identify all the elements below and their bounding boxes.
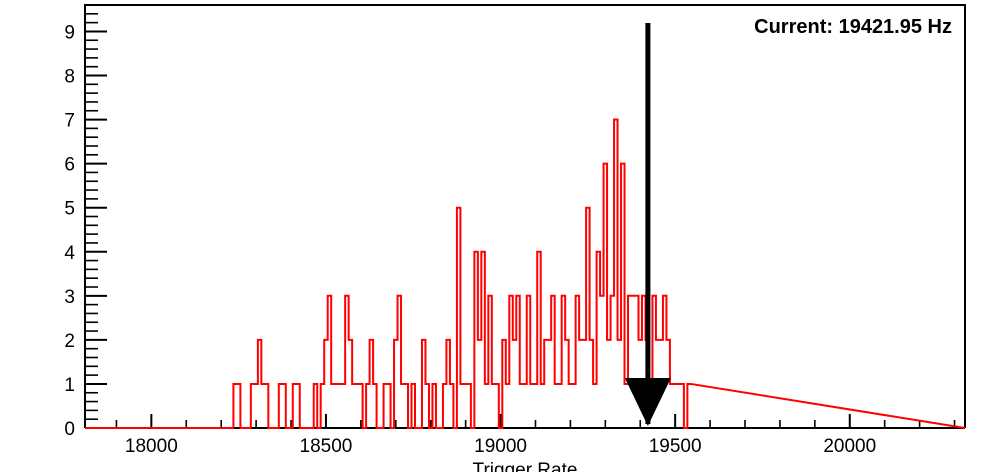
x-axis-title: Trigger Rate [473, 460, 578, 472]
x-tick-label: 20000 [823, 436, 876, 457]
y-tick-label: 0 [64, 419, 75, 440]
axis-labels-group: 0 1 2 3 4 5 6 7 8 9 18000 18500 19000 19500 20000 Trigg… [64, 22, 876, 472]
y-tick-label: 5 [64, 199, 75, 220]
current-rate-marker [624, 23, 671, 426]
x-tick-label: 19000 [474, 436, 527, 457]
marker-arrowhead [624, 378, 671, 426]
y-tick-label: 4 [64, 243, 75, 264]
y-tick-label: 2 [64, 331, 75, 352]
y-tick-label: 9 [64, 22, 75, 43]
x-tick-label: 19500 [649, 436, 702, 457]
histogram-outline [85, 118, 966, 429]
x-tick-label: 18000 [125, 436, 178, 457]
current-rate-label: Current: 19421.95 Hz [754, 16, 952, 38]
plot-frame [84, 4, 966, 428]
y-tick-label: 8 [64, 67, 75, 88]
y-tick-label: 7 [64, 111, 75, 132]
y-tick-label: 3 [64, 287, 75, 308]
y-tick-label: 6 [64, 155, 75, 176]
x-tick-label: 18500 [300, 436, 353, 457]
histogram-series [85, 118, 966, 429]
axes-group [84, 4, 966, 429]
y-tick-label: 1 [64, 375, 75, 396]
